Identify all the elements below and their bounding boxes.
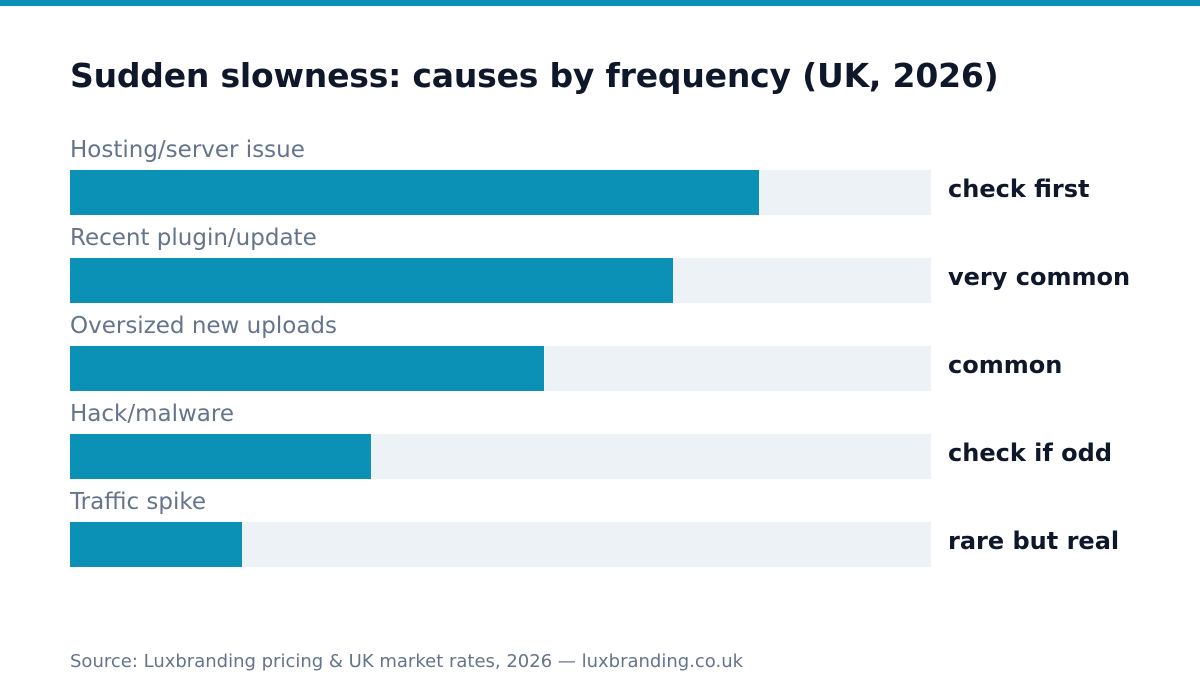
category-label: Traffic spike [70, 489, 207, 515]
category-label: Hosting/server issue [70, 137, 305, 163]
bar [70, 522, 242, 567]
source-note: Source: Luxbranding pricing & UK market … [70, 651, 744, 672]
bar-value-label: very common [948, 263, 1131, 291]
bar-row: Traffic spike rare but real [0, 489, 1200, 590]
bar-row: Hosting/server issue check first [0, 137, 1200, 238]
bar [70, 346, 544, 391]
chart-title: Sudden slowness: causes by frequency (UK… [70, 56, 999, 95]
bar-track [70, 522, 931, 567]
bar [70, 434, 371, 479]
bar-row: Hack/malware check if odd [0, 401, 1200, 502]
bar-track [70, 434, 931, 479]
bar-row: Recent plugin/update very common [0, 225, 1200, 326]
category-label: Oversized new uploads [70, 313, 337, 339]
bar-track [70, 170, 931, 215]
bar [70, 258, 673, 303]
bar-row: Oversized new uploads common [0, 313, 1200, 414]
bar-track [70, 346, 931, 391]
bar [70, 170, 759, 215]
bar-value-label: rare but real [948, 527, 1120, 555]
bar-track [70, 258, 931, 303]
bar-value-label: check if odd [948, 439, 1113, 467]
category-label: Hack/malware [70, 401, 234, 427]
category-label: Recent plugin/update [70, 225, 317, 251]
top-accent-rule [0, 0, 1200, 6]
bar-value-label: check first [948, 175, 1090, 203]
bar-value-label: common [948, 351, 1063, 379]
